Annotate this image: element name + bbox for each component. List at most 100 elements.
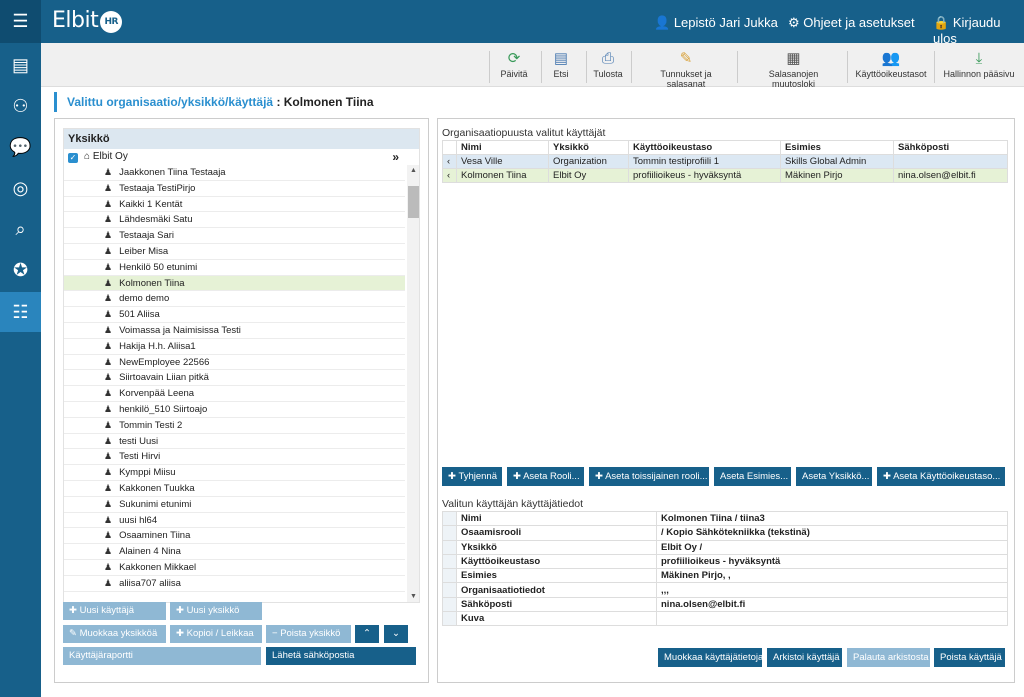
admin-home-button[interactable]: ⤓ Hallinnon pääsivu (943, 50, 1015, 79)
hamburger-icon[interactable]: ☰ (0, 0, 41, 43)
table-row[interactable]: ‹ Kolmonen Tiina Elbit Oy profiilioikeus… (442, 168, 1008, 183)
person-gear-icon[interactable]: ⚇ (12, 96, 29, 116)
detail-row: Organisaatiotiedot,,, (442, 582, 1008, 598)
restore-archive-button[interactable]: Palauta arkistosta (847, 648, 930, 667)
tree-item[interactable]: ♟ Testaaja Sari (64, 228, 405, 244)
access-levels-button[interactable]: 👥 Käyttöoikeustasot (855, 50, 927, 79)
tree-item[interactable]: ♟ uusi hl64 (64, 513, 405, 529)
breadcrumb-value: : Kolmonen Tiina (276, 95, 374, 109)
tree-item[interactable]: ♟ Voimassa ja Naimisissa Testi (64, 323, 405, 339)
scroll-down-icon[interactable]: ▼ (410, 593, 417, 600)
user-search-icon[interactable]: ◎ (12, 178, 29, 198)
clear-button[interactable]: ✚ Tyhjennä (442, 467, 502, 486)
tree-item[interactable]: ♟ Lähdesmäki Satu (64, 212, 405, 229)
set-access-level-button[interactable]: ✚ Aseta Käyttöoikeustaso... (877, 467, 1005, 486)
detail-value (656, 611, 1008, 627)
tree-item[interactable]: ♟ Kaikki 1 Kentät (64, 197, 405, 213)
tree-item[interactable]: ♟ Kolmonen Tiina (64, 275, 405, 292)
archive-user-button[interactable]: Arkistoi käyttäjä (767, 648, 842, 667)
edit-unit-button[interactable]: ✎ Muokkaa yksikköä (63, 625, 166, 643)
tree-item[interactable]: ♟ demo demo (64, 291, 405, 308)
edit-user-button[interactable]: Muokkaa käyttäjätietoja (658, 648, 763, 667)
tree-item[interactable]: ♟ aliisa707 aliisa (64, 576, 405, 592)
tree-item[interactable]: ♟ Henkilö 50 etunimi (64, 260, 405, 276)
tree-item[interactable]: ♟ Jaakkonen Tiina Testaaja (64, 165, 405, 181)
tree-item[interactable]: ♟ Leiber Misa (64, 244, 405, 260)
tree-item[interactable]: ♟ Alainen 4 Nina (64, 544, 405, 560)
logo-badge: HR (100, 11, 123, 33)
credentials-button[interactable]: ✎ Tunnukset ja salasanat (641, 49, 731, 89)
refresh-button[interactable]: ⟳ Päivitä (495, 49, 533, 79)
set-unit-button[interactable]: Aseta Yksikkö... (796, 467, 872, 486)
move-up-button[interactable]: ⌃ (355, 625, 379, 643)
col-name[interactable]: Nimi (456, 140, 549, 155)
org-tree: Yksikkö ✓ ⌂ Elbit Oy» ♟ Jaakkonen Tiina Te… (63, 128, 420, 603)
delete-user-button[interactable]: Poista käyttäjä (934, 648, 1005, 667)
detail-value: Kolmonen Tiina / tiina3 (656, 510, 1008, 527)
print-button[interactable]: ⎙ Tulosta (591, 49, 625, 79)
tree-item[interactable]: ♟ Hakija H.h. Aliisa1 (64, 339, 405, 355)
col-email[interactable]: Sähköposti (893, 140, 1008, 155)
remove-row-icon[interactable]: ‹ (442, 154, 457, 169)
scroll-thumb[interactable] (408, 186, 419, 218)
copy-cut-button[interactable]: ✚ Kopioi / Leikkaa (170, 625, 262, 643)
tree-item[interactable]: ♟ testi Uusi (64, 434, 405, 450)
profile-card-icon[interactable]: ▤ (11, 55, 29, 75)
tree-item[interactable]: ♟ Kakkonen Tuukka (64, 481, 405, 497)
detail-key: Käyttöoikeustaso (456, 553, 657, 570)
tree-item[interactable]: ♟ Osaaminen Tiina (64, 528, 405, 545)
chat-icon[interactable]: 💬 (9, 137, 32, 157)
left-panel: Yksikkö ✓ ⌂ Elbit Oy» ♟ Jaakkonen Tiina Te… (54, 118, 429, 683)
remove-row-icon[interactable]: ‹ (442, 168, 457, 183)
password-log-button[interactable]: ▦ Salasanojen muutosloki (746, 49, 841, 89)
detail-key: Sähköposti (456, 596, 657, 613)
person-icon: ♟ (104, 561, 113, 572)
person-icon: ♟ (104, 214, 113, 225)
tree-item[interactable]: ♟ Kakkonen Mikkael (64, 560, 405, 576)
details-title: Valitun käyttäjän käyttäjätiedot (442, 498, 584, 510)
tree-item[interactable]: ♟ Sukunimi etunimi (64, 497, 405, 513)
tree-item[interactable]: ♟ 501 Aliisa (64, 307, 405, 323)
table-row[interactable]: ‹ Vesa Ville Organization Tommin testipr… (442, 154, 1008, 169)
set-manager-button[interactable]: Aseta Esimies... (714, 467, 791, 486)
chevron-down-icon: ⌄ (392, 628, 400, 639)
person-icon: ♟ (104, 324, 113, 335)
tree-item[interactable]: ♟ Testi Hirvi (64, 449, 405, 466)
col-manager[interactable]: Esimies (780, 140, 894, 155)
logout-link[interactable]: 🔒 Kirjaudu ulos (933, 15, 1001, 46)
col-unit[interactable]: Yksikkö (548, 140, 629, 155)
settings-link[interactable]: ⚙ Ohjeet ja asetukset (788, 15, 915, 30)
tree-item[interactable]: ♟ Tommin Testi 2 (64, 418, 405, 434)
move-down-button[interactable]: ⌄ (384, 625, 408, 643)
checkbox-icon[interactable]: ✓ (68, 153, 78, 163)
delete-unit-button[interactable]: − Poista yksikkö (266, 625, 351, 643)
expand-icon[interactable]: » (392, 150, 399, 164)
tree-item[interactable]: ♟ Kymppi Miisu (64, 465, 405, 481)
set-secondary-role-button[interactable]: ✚ Aseta toissijainen rooli... (589, 467, 709, 486)
user-report-button[interactable]: Käyttäjäraportti (63, 647, 261, 665)
tree-item[interactable]: ♟ Korvenpää Leena (64, 386, 405, 402)
tree-item[interactable]: ♟ henkilö_510 Siirtoajo (64, 402, 405, 418)
scroll-up-icon[interactable]: ▲ (410, 167, 417, 174)
tree-item[interactable]: ♟ NewEmployee 22566 (64, 355, 405, 371)
tree-root[interactable]: ✓ ⌂ Elbit Oy» (68, 150, 399, 164)
logo[interactable]: Elbit HR (52, 8, 123, 33)
tree-item[interactable]: ♟ Testaaja TestiPirjo (64, 181, 405, 197)
user-menu[interactable]: 👤 Lepistö Jari Jukka (654, 15, 778, 30)
person-icon: ♟ (104, 482, 113, 493)
new-unit-button[interactable]: ✚ Uusi yksikkö (170, 602, 262, 620)
search-button[interactable]: ▤ Etsi (547, 49, 575, 79)
set-role-button[interactable]: ✚ Aseta Rooli... (507, 467, 584, 486)
new-user-button[interactable]: ✚ Uusi käyttäjä (63, 602, 166, 620)
award-icon[interactable]: ✪ (12, 260, 29, 280)
tree-scrollbar[interactable]: ▲ ▼ (407, 165, 419, 602)
tree-item[interactable]: ♟ Siirtoavain Liian pitkä (64, 370, 405, 387)
gear-icon: ⚙ (788, 15, 800, 30)
detail-value: nina.olsen@elbit.fi (656, 596, 1008, 613)
sliders-icon[interactable]: ☷ (0, 292, 41, 332)
person-icon: ♟ (104, 340, 113, 351)
col-access[interactable]: Käyttöoikeustaso (628, 140, 781, 155)
send-email-button[interactable]: Lähetä sähköpostia (266, 647, 416, 665)
search-icon[interactable]: ⌕ (15, 219, 26, 239)
sidebar: ▤ ⚇ 💬 ◎ ⌕ ✪ ☷ (0, 43, 41, 697)
